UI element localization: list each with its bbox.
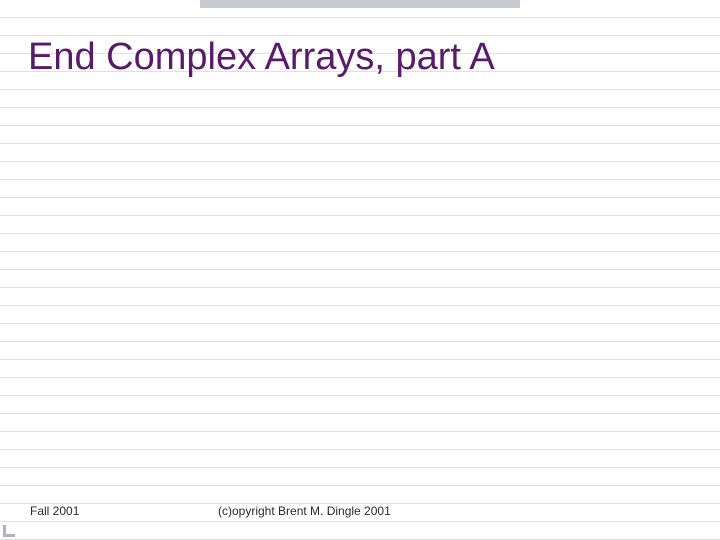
- top-decorative-bar: [200, 0, 520, 8]
- slide-title: End Complex Arrays, part A: [28, 36, 495, 79]
- footer-center-text: (c)opyright Brent M. Dingle 2001: [218, 504, 391, 518]
- footer-left-text: Fall 2001: [30, 504, 79, 518]
- slide: End Complex Arrays, part A Fall 2001 (c)…: [0, 0, 720, 540]
- corner-accent-icon: [3, 523, 17, 537]
